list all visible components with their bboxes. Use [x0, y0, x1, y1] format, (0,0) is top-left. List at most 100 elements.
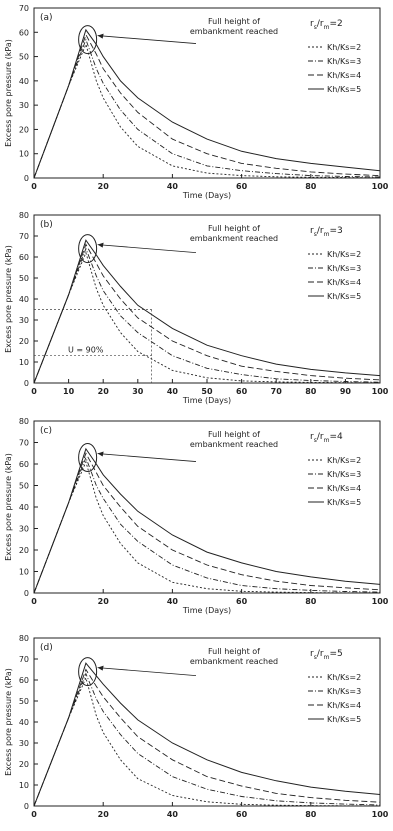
u90-note: U = 90%	[68, 346, 104, 355]
legend-label: Kh/Ks=4	[327, 484, 361, 493]
x-tick-label: 60	[236, 810, 248, 819]
y-tick-label: 40	[19, 77, 29, 86]
ratio-label-part: =3	[329, 226, 342, 236]
x-axis-label: Time (Days)	[182, 396, 231, 405]
legend-label: Kh/Ks=5	[327, 85, 361, 94]
y-tick-label: 10	[19, 781, 29, 790]
ratio-label-part: s	[314, 437, 317, 444]
x-tick-label: 100	[372, 810, 389, 819]
y-tick-label: 10	[19, 358, 29, 367]
x-tick-label: 80	[305, 182, 317, 191]
ratio-label-part: m	[324, 24, 330, 31]
ratio-label: rs/rm=2	[310, 19, 343, 31]
ratio-label-part: r	[310, 19, 314, 29]
series-line-4	[33, 668, 381, 807]
legend-label: Kh/Ks=3	[327, 264, 361, 273]
x-tick-label: 10	[63, 387, 75, 396]
x-tick-label: 0	[31, 387, 37, 396]
y-tick-label: 80	[19, 634, 29, 643]
x-tick-label: 30	[132, 387, 144, 396]
y-axis-label: Excess pore pressure (kPa)	[4, 39, 13, 147]
annotation-line-1: Full height of	[208, 224, 260, 233]
ratio-label-part: =5	[329, 649, 342, 659]
plot-frame	[33, 7, 381, 179]
y-axis-label: Excess pore pressure (kPa)	[4, 453, 13, 561]
annotation-arrow	[97, 244, 197, 253]
ratio-label-part: /r	[317, 649, 324, 659]
peak-ellipse	[78, 234, 98, 264]
x-tick-label: 40	[167, 182, 179, 191]
ratio-label-part: m	[324, 437, 330, 444]
series-line-2	[33, 251, 381, 384]
x-tick-label: 40	[167, 810, 179, 819]
y-tick-label: 70	[19, 439, 29, 448]
peak-ellipse	[78, 657, 98, 687]
annotation-line-1: Full height of	[208, 647, 260, 656]
chart-panel-1: 0 10 20 30 40 50 60 70 0 20 40 60 80 100 Excess pore p…	[4, 4, 389, 200]
y-tick-label: 50	[19, 53, 29, 62]
ratio-label-part: m	[324, 231, 330, 238]
x-tick-label: 100	[372, 597, 389, 606]
chart-panel-2: 0 10 20 30 40 50 60 70 80 0 10 20 30 40 50 60 70 80 90 100 E…	[4, 211, 389, 405]
series-line-2	[33, 676, 380, 807]
legend-label: Kh/Ks=2	[327, 673, 361, 682]
y-tick-label: 80	[19, 417, 29, 426]
x-axis-label: Time (Days)	[182, 606, 231, 615]
annotation-line-2: embankment reached	[190, 657, 278, 666]
annotation-line-2: embankment reached	[190, 27, 278, 36]
annotation-arrowhead	[97, 33, 104, 39]
annotation-arrowhead	[97, 665, 104, 671]
y-tick-label: 70	[19, 232, 29, 241]
x-tick-label: 0	[31, 810, 37, 819]
ratio-label-part: =2	[329, 19, 342, 29]
legend-label: Kh/Ks=4	[327, 278, 361, 287]
series-line-3	[33, 456, 381, 594]
y-tick-label: 20	[19, 125, 29, 134]
x-tick-label: 20	[98, 597, 110, 606]
peak-ellipse	[78, 443, 98, 473]
legend-label: Kh/Ks=2	[327, 43, 361, 52]
y-tick-label: 40	[19, 718, 29, 727]
annotation-arrow	[97, 453, 197, 462]
series-line-3	[33, 672, 381, 807]
peak-ellipse	[78, 25, 98, 55]
annotation-arrowhead	[97, 451, 104, 457]
y-tick-label: 10	[19, 150, 29, 159]
legend-label: Kh/Ks=4	[327, 71, 361, 80]
ratio-label-part: /r	[317, 432, 324, 442]
legend-label: Kh/Ks=5	[327, 498, 361, 507]
series-line-3	[33, 247, 381, 384]
ratio-label: rs/rm=5	[310, 649, 343, 661]
y-tick-label: 60	[19, 460, 29, 469]
y-tick-label: 20	[19, 546, 29, 555]
y-tick-label: 10	[19, 568, 29, 577]
series-line-4	[33, 452, 381, 594]
y-tick-label: 80	[19, 211, 29, 220]
ratio-label-part: m	[324, 654, 330, 661]
x-tick-label: 20	[98, 810, 110, 819]
x-tick-label: 20	[98, 182, 110, 191]
x-tick-label: 0	[31, 182, 37, 191]
annotation-arrow	[97, 667, 197, 676]
panel-label: (a)	[40, 13, 53, 23]
legend-label: Kh/Ks=2	[327, 456, 361, 465]
ratio-label: rs/rm=4	[310, 432, 343, 444]
x-tick-label: 40	[167, 387, 179, 396]
x-tick-label: 70	[271, 387, 283, 396]
legend-label: Kh/Ks=3	[327, 57, 361, 66]
y-axis-label: Excess pore pressure (kPa)	[4, 668, 13, 776]
ratio-label: rs/rm=3	[310, 226, 343, 238]
ratio-label-part: /r	[317, 19, 324, 29]
y-tick-label: 30	[19, 739, 29, 748]
x-tick-label: 100	[372, 387, 389, 396]
series-line-5	[33, 239, 381, 384]
y-tick-label: 0	[24, 379, 29, 388]
x-tick-label: 60	[236, 182, 248, 191]
y-tick-label: 0	[24, 174, 29, 183]
x-tick-label: 80	[305, 597, 317, 606]
y-tick-label: 20	[19, 337, 29, 346]
x-tick-label: 60	[236, 597, 248, 606]
series-line-5	[33, 28, 381, 179]
y-axis-label: Excess pore pressure (kPa)	[4, 245, 13, 353]
